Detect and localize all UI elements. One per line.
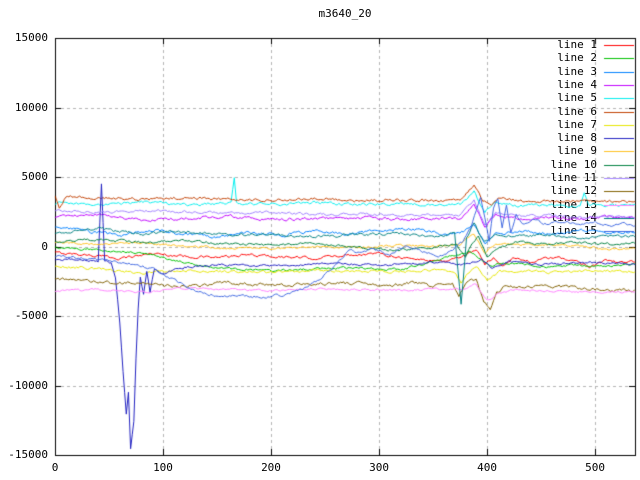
gnuplot-line-chart: m3640_20 -15000-10000-500005000100001500… — [0, 0, 640, 480]
data-canvas — [0, 0, 640, 480]
